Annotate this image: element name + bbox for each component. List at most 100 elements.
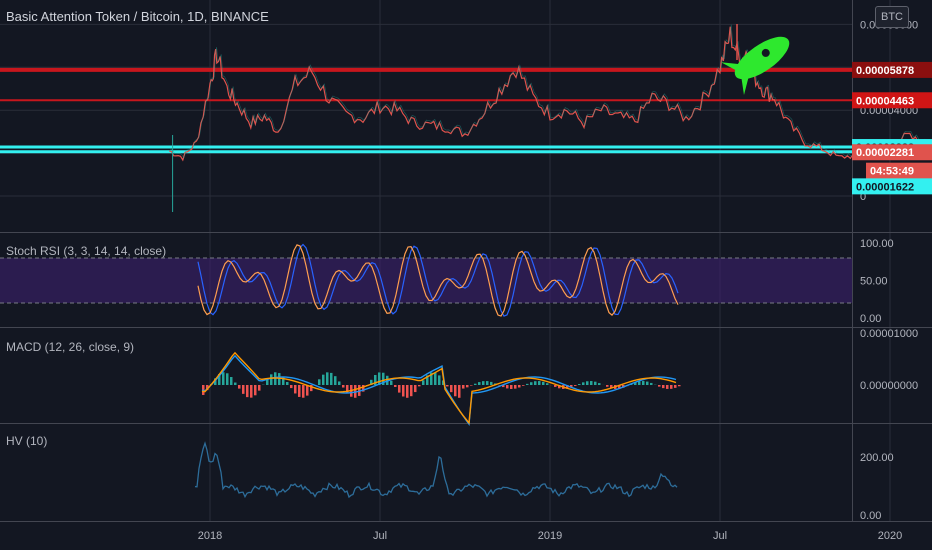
macd-histogram-bar [634, 382, 637, 385]
macd-histogram-bar [270, 374, 273, 385]
rocket-icon [721, 36, 790, 96]
macd-histogram-bar [438, 375, 441, 385]
macd-histogram-bar [658, 385, 661, 387]
macd-histogram-bar [226, 373, 229, 385]
macd-histogram-bar [382, 372, 385, 385]
macd-histogram-bar [490, 381, 493, 385]
macd-histogram-bar [358, 385, 361, 396]
macd-histogram-bar [514, 385, 517, 389]
macd-histogram-bar [538, 381, 541, 385]
hv-tick-label: 0.00 [860, 510, 881, 522]
macd-histogram-bar [242, 385, 245, 394]
macd-histogram-bar [434, 372, 437, 385]
macd-histogram-bar [254, 385, 257, 396]
macd-histogram-bar [510, 385, 513, 389]
macd-histogram-bar [406, 385, 409, 398]
macd-histogram-bar [474, 383, 477, 385]
price-series-line [169, 26, 932, 162]
rocket-fin [721, 62, 740, 71]
macd-histogram-bar [326, 372, 329, 385]
macd-histogram-bar [418, 385, 421, 387]
macd-histogram-bar [462, 385, 465, 389]
macd-histogram-bar [606, 385, 609, 387]
macd-histogram-bar [446, 385, 449, 387]
stoch-rsi-label: Stoch RSI (3, 3, 14, 14, close) [6, 244, 167, 258]
macd-histogram-bar [306, 385, 309, 396]
macd-histogram-bar [282, 376, 285, 385]
macd-histogram-bar [478, 382, 481, 385]
macd-histogram-bar [342, 385, 345, 388]
macd-histogram-bar [374, 374, 377, 385]
macd-histogram-bar [298, 385, 301, 397]
price-tag-label: 0.00002281 [856, 147, 914, 159]
macd-histogram-bar [630, 384, 633, 385]
macd-histogram-bar [378, 372, 381, 385]
signal-line [201, 351, 677, 425]
price-tick-label: 0 [860, 191, 866, 203]
rsi-d-line [197, 244, 679, 317]
macd-histogram-bar [558, 385, 561, 389]
rsi-k-line [197, 243, 679, 317]
macd-histogram-bar [234, 382, 237, 385]
macd-histogram-bar [450, 385, 453, 393]
macd-histogram-bar [542, 381, 545, 385]
price-tag [852, 178, 932, 195]
macd-histogram-bar [578, 384, 581, 385]
macd-histogram-bar [582, 382, 585, 385]
rsi-tick-label: 0.00 [860, 313, 881, 325]
macd-histogram-bar [414, 385, 417, 393]
macd-tick-label: 0.00001000 [860, 328, 918, 340]
macd-tick-label: 0.00000000 [860, 380, 918, 392]
macd-histogram-bar [646, 381, 649, 385]
macd-histogram-bar [470, 385, 473, 386]
macd-histogram-bar [338, 381, 341, 385]
macd-histogram-bar [534, 381, 537, 385]
macd-histogram-bar [458, 385, 461, 398]
macd-histogram-bar [206, 385, 209, 391]
macd-histogram-bar [346, 385, 349, 394]
macd-histogram-bar [410, 385, 413, 397]
macd-histogram-bar [586, 381, 589, 385]
macd-histogram-bar [502, 385, 505, 388]
rocket-fin [741, 77, 749, 96]
macd-histogram-bar [230, 377, 233, 385]
macd-histogram-bar [650, 382, 653, 385]
macd-histogram-bar [670, 385, 673, 389]
macd-histogram-bar [266, 378, 269, 385]
macd-histogram-bar [222, 372, 225, 385]
macd-histogram-bar [486, 381, 489, 385]
macd-histogram-bar [530, 382, 533, 385]
price-tag-label: 0.00005878 [856, 65, 914, 77]
macd-histogram-bar [286, 381, 289, 385]
rsi-tick-label: 50.00 [860, 276, 888, 288]
macd-histogram-bar [250, 385, 253, 398]
macd-histogram-bar [666, 385, 669, 389]
hv-label: HV (10) [6, 434, 48, 448]
macd-histogram-bar [238, 385, 241, 389]
hv-line [194, 441, 678, 499]
macd-histogram-bar [402, 385, 405, 397]
currency-button[interactable]: BTC [875, 6, 909, 28]
macd-histogram-bar [218, 374, 221, 385]
macd-histogram-bar [422, 380, 425, 385]
macd-histogram-bar [310, 385, 313, 392]
macd-histogram-bar [590, 381, 593, 385]
macd-histogram-bar [430, 372, 433, 385]
macd-histogram-bar [278, 373, 281, 385]
macd-histogram-bar [302, 385, 305, 398]
price-tag [852, 144, 932, 161]
macd-histogram-bar [522, 385, 525, 386]
macd-histogram-bar [518, 385, 521, 388]
macd-histogram-bar [330, 372, 333, 385]
macd-histogram-bar [506, 385, 509, 389]
macd-histogram-bar [426, 375, 429, 385]
chart-title: Basic Attention Token / Bitcoin, 1D, BIN… [6, 9, 269, 24]
macd-histogram-bar [598, 383, 601, 385]
macd-histogram-bar [662, 385, 665, 389]
rocket-window [761, 48, 770, 57]
macd-histogram-bar [526, 383, 529, 385]
price-tag [852, 61, 932, 78]
time-tick-label: Jul [373, 530, 387, 542]
macd-histogram-bar [294, 385, 297, 394]
